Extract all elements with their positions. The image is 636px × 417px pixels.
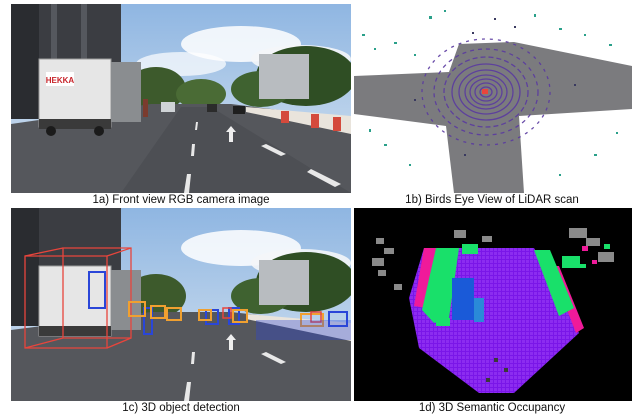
- caption-semantic-occupancy: 1d) 3D Semantic Occupancy: [418, 402, 566, 414]
- front-camera-image: HEKKA: [11, 4, 351, 193]
- lidar-bev-image: [354, 4, 632, 193]
- caption-front-camera: 1a) Front view RGB camera image: [92, 194, 270, 206]
- semantic-occupancy-image: [354, 208, 632, 401]
- caption-lidar-bev: 1b) Birds Eye View of LiDAR scan: [405, 194, 579, 206]
- caption-object-detection: 1c) 3D object detection: [122, 402, 240, 414]
- truck-sign-text: HEKKA: [46, 76, 75, 85]
- object-detection-image: [11, 208, 351, 401]
